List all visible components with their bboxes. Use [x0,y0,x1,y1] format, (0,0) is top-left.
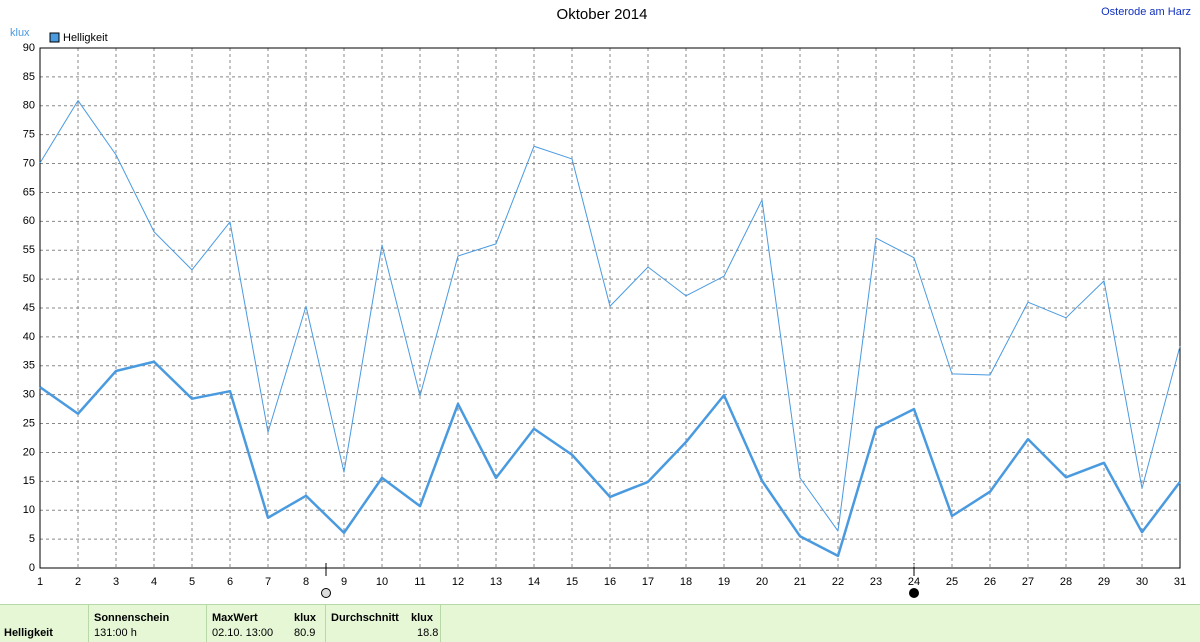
x-tick-label: 9 [341,576,347,588]
x-tick-label: 25 [946,576,958,588]
plot-frame [39,47,1181,569]
max-time: 02.10. 13:00 [212,627,274,639]
y-tick-label: 50 [23,273,35,285]
x-tick-label: 16 [604,576,616,588]
x-tick-label: 15 [566,576,578,588]
avg-value: 18.8 [417,627,439,639]
x-tick-label: 28 [1060,576,1072,588]
x-tick-label: 13 [490,576,502,588]
y-tick-label: 25 [23,417,35,429]
avg-title: Durchschnitt [331,612,399,624]
y-tick-label: 70 [23,157,35,169]
full-moon-icon [321,588,331,598]
x-tick-label: 30 [1136,576,1148,588]
y-tick-label: 45 [23,302,35,314]
x-tick-label: 8 [303,576,309,588]
separator [440,605,441,642]
sunshine-value: 131:00 h [94,627,137,639]
x-tick-label: 5 [189,576,195,588]
y-tick-label: 0 [29,562,35,574]
x-tick-label: 26 [984,576,996,588]
x-tick-label: 7 [265,576,271,588]
y-tick-label: 30 [23,389,35,401]
max-title: MaxWert [212,612,258,624]
x-tick-label: 21 [794,576,806,588]
x-tick-label: 14 [528,576,540,588]
separator [325,605,326,642]
chart: Oktober 2014 Osterode am Harz klux Helli… [10,6,1191,598]
y-tick-label: 40 [23,331,35,343]
y-tick-label: 35 [23,360,35,372]
y-tick-label: 85 [23,71,35,83]
avg-unit: klux [411,612,434,624]
max-value: 80.9 [294,627,316,639]
separator [88,605,89,642]
x-tick-label: 31 [1174,576,1186,588]
y-tick-label: 65 [23,186,35,198]
location: Osterode am Harz [1101,6,1191,18]
x-tick-label: 1 [37,576,43,588]
chart-title: Oktober 2014 [557,6,648,23]
x-tick-label: 12 [452,576,464,588]
x-tick-label: 27 [1022,576,1034,588]
new-moon-icon [909,588,919,598]
x-tick-label: 17 [642,576,654,588]
x-tick-label: 6 [227,576,233,588]
legend-swatch [49,32,60,43]
row-label: Helligkeit [4,627,53,639]
x-tick-label: 20 [756,576,768,588]
x-tick-label: 22 [832,576,844,588]
separator [206,605,207,642]
y-tick-label: 5 [29,533,35,545]
x-tick-label: 11 [414,576,425,588]
x-tick-label: 2 [75,576,81,588]
x-tick-label: 19 [718,576,730,588]
y-tick-label: 55 [23,244,35,256]
y-tick-label: 75 [23,129,35,141]
max-unit: klux [294,612,317,624]
x-tick-label: 18 [680,576,692,588]
sunshine-title: Sonnenschein [94,612,170,624]
y-tick-label: 90 [23,42,35,54]
x-tick-label: 29 [1098,576,1110,588]
line [39,100,1181,532]
legend-label: Helligkeit [63,32,108,44]
y-tick-label: 20 [23,446,35,458]
x-tick-label: 3 [113,576,119,588]
x-tick-label: 4 [151,576,157,588]
summary-table: Helligkeit Sonnenschein 131:00 h MaxWert… [0,604,1200,642]
y-axis-label: klux [10,27,30,39]
x-tick-label: 23 [870,576,882,588]
y-tick-label: 80 [23,100,35,112]
y-tick-label: 10 [23,504,35,516]
x-tick-label: 24 [908,576,920,588]
line [39,360,1181,558]
y-tick-label: 15 [23,475,35,487]
y-tick-label: 60 [23,215,35,227]
x-tick-label: 10 [376,576,388,588]
